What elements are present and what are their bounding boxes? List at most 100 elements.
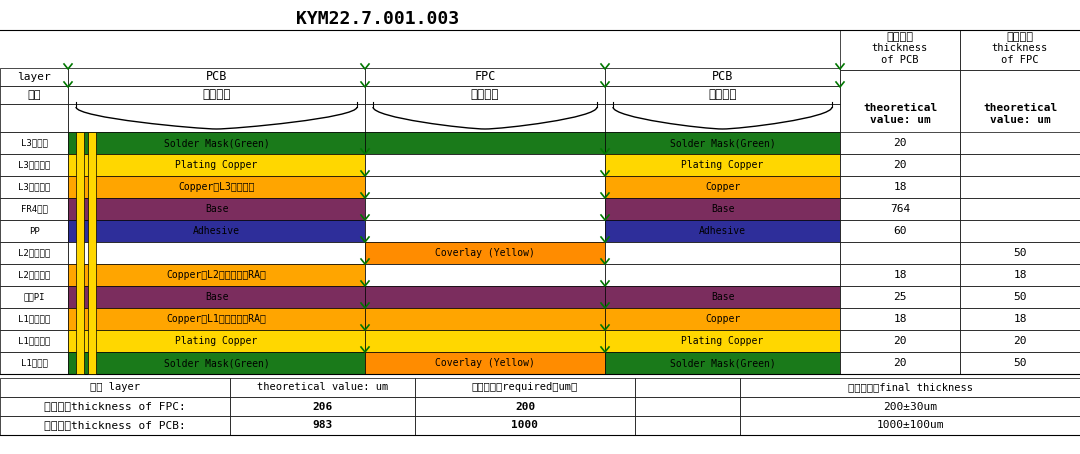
Bar xyxy=(68,104,365,132)
Text: 20: 20 xyxy=(893,336,907,346)
Bar xyxy=(605,132,840,154)
Text: 18: 18 xyxy=(893,270,907,280)
Bar xyxy=(960,132,1080,154)
Text: 层别 layer: 层别 layer xyxy=(90,383,140,393)
Text: L2层基材铜: L2层基材铜 xyxy=(18,271,50,280)
Bar xyxy=(635,378,740,397)
Bar xyxy=(230,378,415,397)
Bar xyxy=(0,378,230,397)
Text: Plating Copper: Plating Copper xyxy=(175,160,258,170)
Text: L3层电镀铜: L3层电镀铜 xyxy=(18,161,50,169)
Bar xyxy=(960,308,1080,330)
Text: 基材PI: 基材PI xyxy=(24,292,44,301)
Bar xyxy=(605,286,840,308)
Text: Adhesive: Adhesive xyxy=(699,226,746,236)
Text: Coverlay (Yellow): Coverlay (Yellow) xyxy=(435,358,535,368)
Text: theoretical: theoretical xyxy=(863,103,937,113)
Text: FR4芯板: FR4芯板 xyxy=(21,204,48,213)
Text: 客户要求値required（um）: 客户要求値required（um） xyxy=(472,383,578,393)
Bar xyxy=(960,176,1080,198)
Text: 软板厚度thickness of FPC:: 软板厚度thickness of FPC: xyxy=(44,401,186,411)
Bar xyxy=(605,264,840,286)
Bar xyxy=(365,242,605,264)
Bar xyxy=(0,416,230,435)
Text: 983: 983 xyxy=(312,420,333,430)
Bar xyxy=(0,176,68,198)
Bar xyxy=(0,132,68,154)
Bar xyxy=(960,264,1080,286)
Text: Copper: Copper xyxy=(705,314,740,324)
Bar xyxy=(0,68,68,86)
Bar xyxy=(605,330,840,352)
Text: Copper: Copper xyxy=(705,182,740,192)
Bar xyxy=(415,378,635,397)
Bar xyxy=(68,198,365,220)
Bar xyxy=(840,154,960,176)
Text: 1000±100um: 1000±100um xyxy=(876,420,944,430)
Bar xyxy=(840,132,960,154)
Bar xyxy=(960,352,1080,374)
Bar xyxy=(840,220,960,242)
Text: 50: 50 xyxy=(1013,358,1027,368)
Text: FPC: FPC xyxy=(474,70,496,84)
Bar xyxy=(68,154,365,176)
Text: 764: 764 xyxy=(890,204,910,214)
Text: L3层防焚: L3层防焚 xyxy=(21,138,48,148)
Bar xyxy=(840,308,960,330)
Text: 60: 60 xyxy=(893,226,907,236)
Text: 软板厚度: 软板厚度 xyxy=(1007,32,1034,42)
Text: L2层覆盖膜: L2层覆盖膜 xyxy=(18,248,50,257)
Text: PP: PP xyxy=(29,227,39,236)
Text: L1层电镀铜: L1层电镀铜 xyxy=(18,336,50,345)
Bar xyxy=(365,86,605,104)
Bar xyxy=(365,286,605,308)
Bar xyxy=(960,242,1080,264)
Bar xyxy=(415,397,635,416)
Bar xyxy=(0,286,68,308)
Text: thickness: thickness xyxy=(991,43,1048,53)
Bar xyxy=(840,30,960,70)
Text: Solder Mask(Green): Solder Mask(Green) xyxy=(164,138,269,148)
Text: 硬板区域: 硬板区域 xyxy=(202,89,231,102)
Text: 硬板厚度thickness of PCB:: 硬板厚度thickness of PCB: xyxy=(44,420,186,430)
Bar xyxy=(960,286,1080,308)
Bar xyxy=(605,308,840,330)
Bar xyxy=(635,397,740,416)
Text: value: um: value: um xyxy=(989,115,1051,125)
Bar xyxy=(960,198,1080,220)
Bar xyxy=(605,352,840,374)
Text: Base: Base xyxy=(205,204,228,214)
Bar xyxy=(0,308,68,330)
Text: PCB: PCB xyxy=(712,70,733,84)
Bar xyxy=(740,378,1080,397)
Text: Copper（L1）基材铜（RA）: Copper（L1）基材铜（RA） xyxy=(166,314,267,324)
Bar xyxy=(0,264,68,286)
Text: Coverlay (Yellow): Coverlay (Yellow) xyxy=(435,248,535,258)
Bar xyxy=(605,198,840,220)
Text: layer: layer xyxy=(17,72,51,82)
Text: Plating Copper: Plating Copper xyxy=(175,336,258,346)
Text: Copper（L2）基材铜（RA）: Copper（L2）基材铜（RA） xyxy=(166,270,267,280)
Text: Solder Mask(Green): Solder Mask(Green) xyxy=(670,358,775,368)
Bar xyxy=(605,220,840,242)
Text: Adhesive: Adhesive xyxy=(193,226,240,236)
Bar xyxy=(365,352,605,374)
Bar xyxy=(68,352,365,374)
Bar xyxy=(605,68,840,86)
Bar xyxy=(365,308,605,330)
Text: value: um: value: um xyxy=(869,115,930,125)
Bar xyxy=(0,198,68,220)
Text: Copper（L3）基材铜: Copper（L3）基材铜 xyxy=(178,182,255,192)
Text: Base: Base xyxy=(711,292,734,302)
Text: Solder Mask(Green): Solder Mask(Green) xyxy=(164,358,269,368)
Bar xyxy=(365,132,605,154)
Bar xyxy=(0,154,68,176)
Bar xyxy=(0,397,230,416)
Text: 20: 20 xyxy=(893,160,907,170)
Bar xyxy=(76,132,84,374)
Bar xyxy=(68,86,365,104)
Text: Plating Copper: Plating Copper xyxy=(681,160,764,170)
Text: 硬板厚度: 硬板厚度 xyxy=(887,32,914,42)
Bar xyxy=(365,68,605,86)
Text: of PCB: of PCB xyxy=(881,55,919,65)
